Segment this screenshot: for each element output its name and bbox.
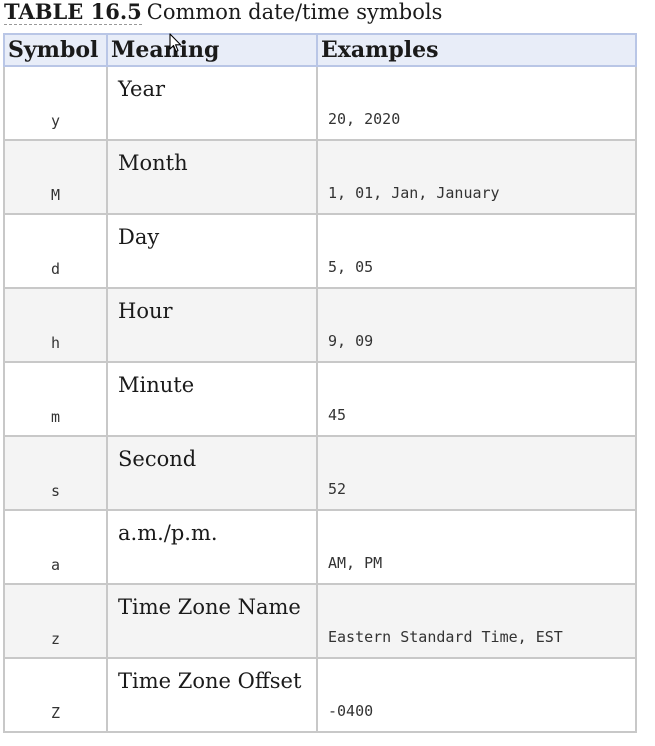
- examples-cell: Eastern Standard Time, EST: [316, 583, 637, 659]
- meaning-cell: Time Zone Name: [106, 583, 318, 659]
- table-row: s Second 52: [3, 435, 637, 511]
- examples-cell: AM, PM: [316, 509, 637, 585]
- symbol-cell: y: [3, 65, 108, 141]
- symbol-cell: M: [3, 139, 108, 215]
- examples-cell: 9, 09: [316, 287, 637, 363]
- examples-cell: 52: [316, 435, 637, 511]
- meaning-cell: Time Zone Offset: [106, 657, 318, 733]
- symbol-cell: s: [3, 435, 108, 511]
- table-row: z Time Zone Name Eastern Standard Time, …: [3, 583, 637, 659]
- examples-cell: 1, 01, Jan, January: [316, 139, 637, 215]
- examples-cell: 45: [316, 361, 637, 437]
- table-title: Common date/time symbols: [146, 0, 443, 24]
- table-header-row: Symbol Meaning Examples: [3, 33, 637, 67]
- examples-cell: 20, 2020: [316, 65, 637, 141]
- symbol-cell: z: [3, 583, 108, 659]
- table-number: TABLE 16.5: [4, 0, 142, 25]
- table-row: y Year 20, 2020: [3, 65, 637, 141]
- header-examples: Examples: [316, 33, 637, 67]
- meaning-cell: Hour: [106, 287, 318, 363]
- mouse-pointer-icon: [169, 33, 182, 53]
- table-row: m Minute 45: [3, 361, 637, 437]
- meaning-cell: a.m./p.m.: [106, 509, 318, 585]
- meaning-cell: Year: [106, 65, 318, 141]
- symbol-cell: h: [3, 287, 108, 363]
- meaning-cell: Second: [106, 435, 318, 511]
- header-meaning: Meaning: [106, 33, 318, 67]
- meaning-cell: Minute: [106, 361, 318, 437]
- examples-cell: 5, 05: [316, 213, 637, 289]
- table-row: h Hour 9, 09: [3, 287, 637, 363]
- header-symbol: Symbol: [3, 33, 108, 67]
- date-time-symbols-table: Symbol Meaning Examples y Year 20, 2020 …: [3, 33, 637, 733]
- symbol-cell: d: [3, 213, 108, 289]
- symbol-cell: m: [3, 361, 108, 437]
- table-row: d Day 5, 05: [3, 213, 637, 289]
- meaning-cell: Month: [106, 139, 318, 215]
- table-caption: TABLE 16.5 Common date/time symbols: [4, 0, 443, 25]
- examples-cell: -0400: [316, 657, 637, 733]
- table-row: M Month 1, 01, Jan, January: [3, 139, 637, 215]
- symbol-cell: a: [3, 509, 108, 585]
- table-row: a a.m./p.m. AM, PM: [3, 509, 637, 585]
- meaning-cell: Day: [106, 213, 318, 289]
- symbol-cell: Z: [3, 657, 108, 733]
- table-row: Z Time Zone Offset -0400: [3, 657, 637, 733]
